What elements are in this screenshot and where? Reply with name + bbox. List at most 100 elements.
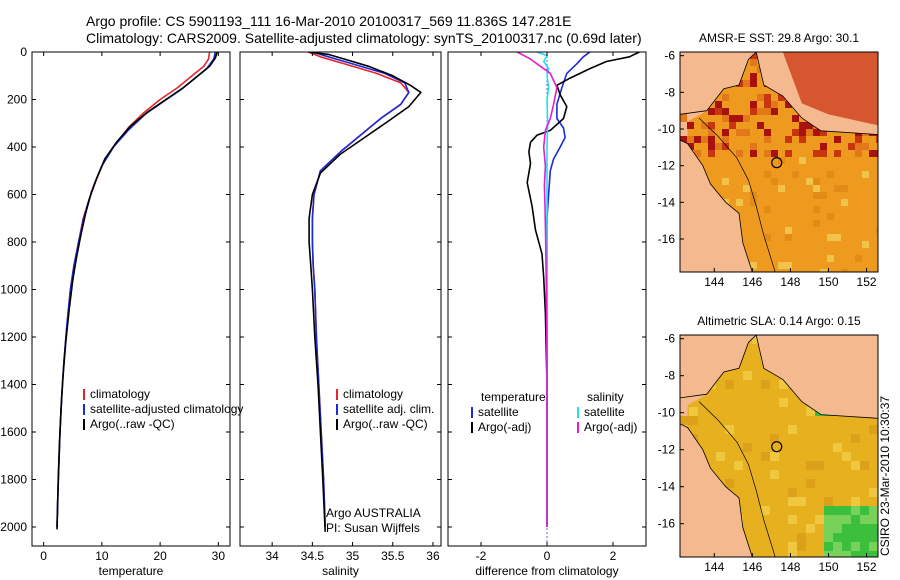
sla_map-cell	[680, 416, 689, 425]
sla_map-cell	[860, 506, 869, 515]
sst_map-cell	[876, 227, 878, 234]
sst_map-cell	[785, 101, 792, 108]
sst_map-ytick-label-3: -12	[658, 159, 676, 173]
sla_map-cell	[725, 479, 734, 488]
depth-tick-label-5: 1000	[0, 283, 27, 297]
sst_map-land-png-west	[680, 52, 757, 115]
plot-area-difference	[516, 52, 640, 546]
sst_map-cell	[813, 206, 820, 213]
sla_map-cell	[725, 425, 734, 434]
sst_map-cell	[687, 143, 694, 150]
sla_map-cell	[743, 443, 752, 452]
sla_map-cell	[851, 515, 860, 524]
difference-series-1	[526, 52, 640, 527]
sla_map-cell	[788, 542, 797, 551]
sla_map-cell	[806, 479, 815, 488]
sst_map-cell	[862, 143, 869, 150]
sla_map-cell	[851, 461, 860, 470]
sla_map-cell	[842, 515, 851, 524]
sla_map-xtick-label-1: 146	[742, 560, 762, 574]
sst_map-cell	[708, 129, 715, 136]
annotation-pi-name: PI: Susan Wijffels	[326, 521, 420, 535]
sla_map-ytick-label-5: -16	[658, 517, 676, 531]
depth-tick-label-7: 1400	[0, 378, 27, 392]
sst_map-cell	[785, 136, 792, 143]
sla_map-cell	[842, 506, 851, 515]
difference-series-3	[516, 52, 558, 527]
sla_map-ytick-label-3: -12	[658, 443, 676, 457]
sst_map-cell	[813, 150, 820, 157]
sst_map-cell	[736, 129, 743, 136]
sst_map-cell	[799, 122, 806, 129]
sst_map-cell	[757, 94, 764, 101]
depth-tick-label-0: 0	[20, 45, 27, 59]
sst_map-cell	[708, 108, 715, 115]
sla_map-cell	[833, 506, 842, 515]
sst_map-cell	[855, 136, 862, 143]
depth-tick-label-8: 1600	[0, 425, 27, 439]
sla_map-isobath	[698, 401, 776, 557]
annotation-argo-australia: Argo AUSTRALIA	[326, 506, 421, 520]
temperature-legend-label-0: climatology	[90, 387, 150, 401]
sst_map-cell	[813, 185, 820, 192]
depth-tick-label-3: 600	[7, 188, 27, 202]
sst_map-cell	[813, 220, 820, 227]
sst_map-cell	[820, 143, 827, 150]
sst_map-cell	[757, 122, 764, 129]
sst_map-cell	[764, 108, 771, 115]
sst_map-cell	[764, 129, 771, 136]
sla_map-cell	[851, 533, 860, 542]
sst_map-cell	[827, 171, 834, 178]
sla_map-cell	[851, 434, 860, 443]
sla_map-cell	[725, 380, 734, 389]
sla_map-ytick-label-1: -8	[664, 369, 675, 383]
sla_map-cell	[869, 542, 878, 551]
figure-title-line2: Climatology: CARS2009. Satellite-adjuste…	[86, 30, 642, 46]
salinity-legend-label-2: Argo(..raw -QC)	[343, 417, 428, 431]
sla_map-cell	[734, 461, 743, 470]
sst_map-cell	[771, 150, 778, 157]
sla_map-cell	[842, 551, 851, 557]
salinity-xlabel: salinity	[322, 564, 359, 578]
salinity-xtick-label-3: 35.5	[381, 549, 405, 563]
sst_map-cell	[820, 150, 827, 157]
sst_map-cell	[813, 178, 820, 185]
sst_map-cell	[785, 227, 792, 234]
temperature-xtick-label-1: 10	[95, 549, 109, 563]
sst_map-cell	[687, 136, 694, 143]
sst_map-cell	[764, 94, 771, 101]
sst_map-sea-north	[782, 52, 878, 126]
sst_map-cell	[806, 178, 813, 185]
sla_map-cell	[833, 542, 842, 551]
sst_map-cell	[855, 143, 862, 150]
sst_map-cell	[750, 108, 757, 115]
sla_map-cell	[770, 470, 779, 479]
sst_map-cell	[771, 178, 778, 185]
sla_map-cell	[779, 380, 788, 389]
depth-tick-label-6: 1200	[0, 330, 27, 344]
salinity-legend-label-0: climatology	[343, 387, 403, 401]
sst_map-cell	[722, 115, 729, 122]
sst_map-cell	[764, 206, 771, 213]
sst_map-cell	[750, 73, 757, 80]
sla_map-land-australia	[680, 423, 753, 557]
sla_map-cell	[797, 542, 806, 551]
sst_map-cell	[841, 199, 848, 206]
difference-legend-label-1-0: satellite	[584, 405, 625, 419]
sla_map-cell	[869, 425, 878, 434]
sla_map-cell	[752, 335, 761, 344]
sst_map-cell	[708, 122, 715, 129]
sst_map-cell	[722, 94, 729, 101]
sst_map-cell	[701, 122, 708, 129]
sst_map-float-marker	[771, 157, 783, 169]
plot-area-temperature	[56, 52, 218, 530]
sla_map-cell	[869, 506, 878, 515]
sst_map-cell	[827, 213, 834, 220]
sst_map-cell	[680, 136, 687, 143]
sst_map-cell	[743, 115, 750, 122]
depth-tick-label-1: 200	[7, 93, 27, 107]
sst_map-isobath	[698, 117, 776, 272]
sst_map-cell	[841, 269, 848, 272]
sst_map-cell	[785, 234, 792, 241]
